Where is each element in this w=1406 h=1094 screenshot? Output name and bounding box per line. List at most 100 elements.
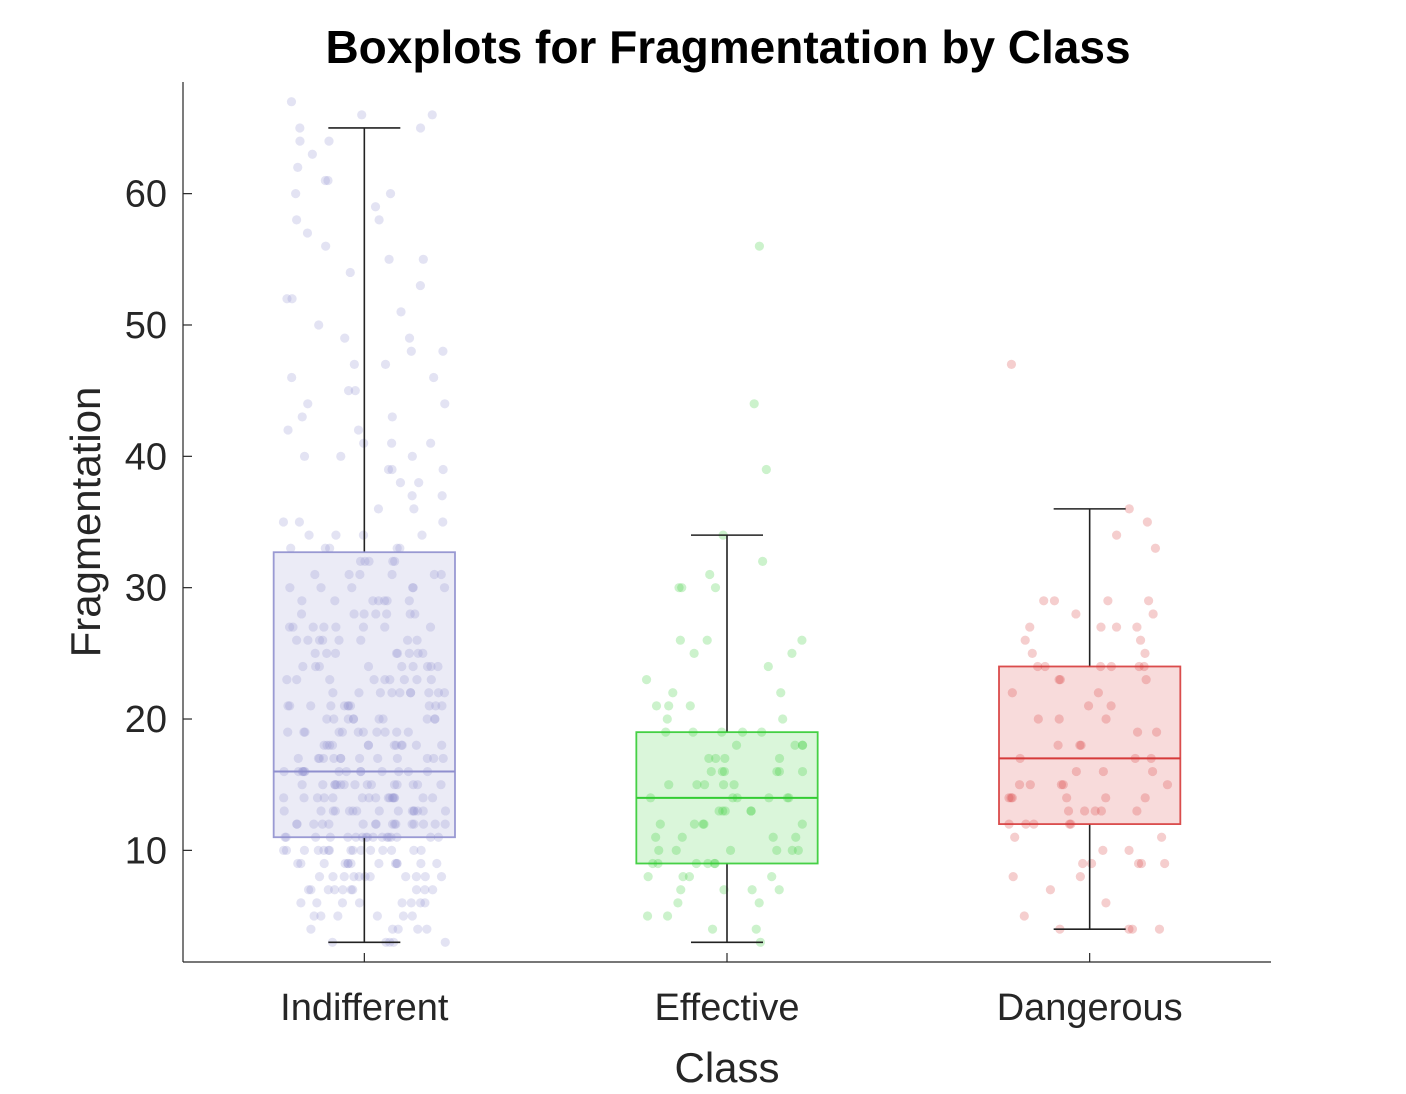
data-point — [365, 845, 376, 855]
data-point — [404, 648, 414, 658]
data-point — [392, 543, 402, 553]
data-point — [427, 110, 437, 120]
data-point — [316, 911, 326, 921]
data-point — [719, 766, 730, 777]
data-point — [355, 556, 366, 567]
data-point — [362, 780, 372, 790]
data-point — [370, 202, 381, 212]
data-point — [380, 622, 390, 632]
data-point — [754, 898, 764, 908]
data-point — [331, 622, 341, 632]
data-point — [1142, 517, 1152, 527]
data-point — [358, 727, 368, 737]
data-point — [654, 845, 664, 855]
x-tick-label: Indifferent — [280, 987, 449, 1029]
data-point — [353, 425, 364, 435]
data-point — [292, 675, 302, 685]
data-point — [392, 780, 402, 790]
data-point — [677, 583, 687, 593]
data-point — [329, 714, 339, 724]
data-point — [797, 635, 807, 645]
x-tick-label: Dangerous — [997, 987, 1183, 1029]
data-point — [292, 819, 302, 829]
data-point — [711, 753, 721, 764]
box-group-indifferent — [272, 97, 456, 947]
data-point — [383, 793, 393, 803]
data-point — [373, 596, 384, 606]
data-point — [374, 858, 384, 869]
y-axis-label: Fragmentation — [62, 387, 109, 658]
data-point — [360, 556, 370, 567]
data-point — [387, 464, 397, 475]
data-point — [436, 780, 446, 790]
data-point — [306, 701, 316, 711]
data-point — [314, 661, 324, 672]
y-tick-label: 10 — [125, 830, 167, 872]
data-point — [372, 911, 382, 921]
data-point — [390, 858, 401, 869]
data-point — [407, 451, 417, 461]
data-point — [325, 675, 335, 685]
box-outline — [998, 665, 1182, 825]
data-point — [279, 845, 289, 855]
data-point — [316, 806, 326, 816]
data-point — [397, 898, 407, 908]
data-point — [1086, 858, 1097, 869]
data-point — [1148, 609, 1158, 619]
data-point — [314, 635, 325, 645]
data-point — [387, 924, 398, 934]
data-point — [379, 596, 390, 606]
data-point — [430, 714, 440, 724]
box-group-dangerous — [998, 359, 1182, 934]
data-point — [438, 753, 448, 764]
data-point — [357, 110, 367, 120]
data-point — [346, 858, 356, 869]
data-point — [355, 753, 365, 764]
data-point — [393, 806, 403, 816]
data-point — [1063, 806, 1074, 816]
data-point — [793, 845, 803, 855]
data-point — [343, 714, 353, 724]
data-point — [1010, 832, 1020, 842]
data-point — [662, 911, 673, 921]
data-point — [707, 924, 718, 934]
data-point — [1101, 898, 1111, 908]
data-point — [390, 819, 400, 829]
data-point — [1124, 924, 1134, 934]
data-point — [369, 675, 379, 685]
data-point — [337, 727, 347, 737]
data-point — [319, 858, 329, 869]
data-point — [328, 688, 338, 698]
data-point — [749, 399, 759, 409]
data-point — [702, 635, 712, 645]
data-point — [352, 806, 362, 816]
data-point — [725, 845, 736, 855]
data-point — [348, 845, 358, 855]
data-point — [393, 924, 403, 934]
data-point — [343, 701, 354, 711]
data-point — [1093, 688, 1103, 698]
data-point — [333, 911, 343, 921]
data-point — [768, 832, 778, 842]
data-point — [778, 714, 788, 724]
data-point — [1141, 675, 1151, 685]
data-point — [410, 609, 420, 619]
data-point — [1156, 832, 1167, 842]
data-point — [323, 845, 334, 855]
data-point — [319, 793, 329, 803]
data-point — [380, 675, 390, 685]
data-point — [396, 307, 406, 317]
data-point — [365, 872, 375, 882]
data-point — [1144, 596, 1154, 606]
data-point — [286, 97, 297, 107]
data-point — [293, 858, 303, 869]
data-point — [324, 845, 335, 855]
data-point — [415, 123, 426, 133]
data-point — [329, 753, 339, 764]
data-point — [1160, 858, 1170, 869]
data-point — [411, 885, 422, 895]
data-point — [384, 254, 394, 264]
data-point — [1071, 766, 1081, 777]
data-point — [388, 793, 398, 803]
data-point — [776, 688, 786, 698]
